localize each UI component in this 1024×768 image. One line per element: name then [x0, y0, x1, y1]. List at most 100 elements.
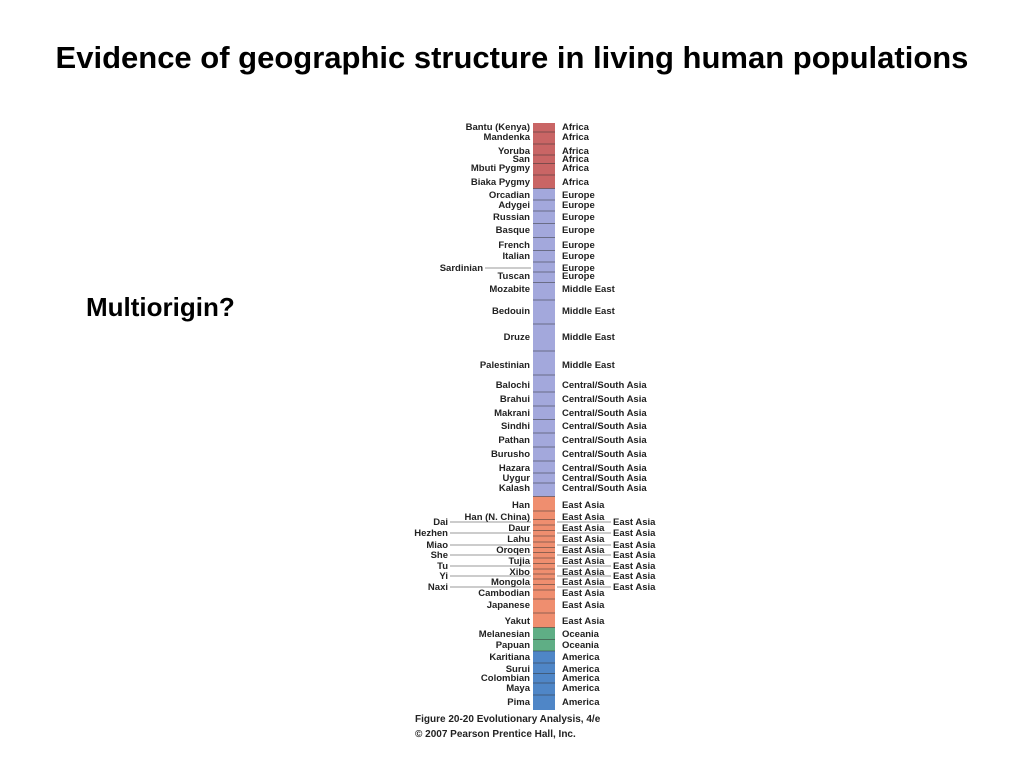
bar-segment-han-n-china: [533, 511, 555, 520]
bar-segment-mongola: [533, 579, 555, 585]
multiorigin-question: Multiorigin?: [86, 292, 235, 322]
region-label-colombian: America: [562, 673, 600, 684]
bar-segment-tuscan: [533, 272, 555, 283]
region-label-bedouin: Middle East: [562, 306, 616, 317]
population-label-yoruba: Yoruba: [498, 146, 531, 157]
population-label-bedouin: Bedouin: [492, 306, 530, 317]
bar-segment-oroqen: [533, 547, 555, 553]
population-label-biaka-pygmy: Biaka Pygmy: [471, 177, 531, 188]
population-label-she: She: [431, 550, 448, 561]
figure-copyright: © 2007 Pearson Prentice Hall, Inc.: [415, 729, 576, 740]
region-label-she: East Asia: [613, 550, 656, 561]
bar-segment-russian: [533, 211, 555, 224]
population-label-yakut: Yakut: [505, 616, 531, 627]
region-label-cambodian: East Asia: [562, 588, 605, 599]
bar-segment-druze: [533, 324, 555, 351]
population-label-bantu-kenya: Bantu (Kenya): [466, 122, 530, 133]
region-label-tu: East Asia: [613, 561, 656, 572]
population-label-tuscan: Tuscan: [497, 271, 530, 282]
bar-segment-japanese: [533, 599, 555, 613]
region-label-basque: Europe: [562, 225, 595, 236]
region-label-miao: East Asia: [613, 540, 656, 551]
region-label-surui: America: [562, 664, 600, 675]
bar-segment-uygur: [533, 473, 555, 483]
population-label-balochi: Balochi: [496, 380, 530, 391]
population-label-basque: Basque: [496, 225, 530, 236]
region-label-han: East Asia: [562, 500, 605, 511]
region-label-yakut: East Asia: [562, 616, 605, 627]
population-label-orcadian: Orcadian: [489, 190, 530, 201]
bar-segment-hazara: [533, 461, 555, 473]
population-label-mongola: Mongola: [491, 577, 531, 588]
slide-title: Evidence of geographic structure in livi…: [55, 40, 969, 75]
bar-segment-yi: [533, 574, 555, 579]
population-label-han: Han: [512, 500, 530, 511]
region-label-xibo: East Asia: [562, 567, 605, 578]
bar-segment-surui: [533, 663, 555, 674]
bar-segment-yakut: [533, 613, 555, 628]
region-label-naxi: East Asia: [613, 582, 656, 593]
population-label-makrani: Makrani: [494, 408, 530, 419]
population-label-cambodian: Cambodian: [478, 588, 530, 599]
population-label-italian: Italian: [503, 251, 531, 262]
population-label-han-n-china: Han (N. China): [465, 512, 530, 523]
bar-segment-burusho: [533, 447, 555, 461]
population-label-mbuti-pygmy: Mbuti Pygmy: [471, 163, 531, 174]
population-label-tujia: Tujia: [509, 556, 531, 567]
region-label-druze: Middle East: [562, 332, 616, 343]
bar-segment-sardinian: [533, 262, 555, 272]
region-label-mbuti-pygmy: Africa: [562, 163, 590, 174]
population-label-sindhi: Sindhi: [501, 421, 530, 432]
population-label-miao: Miao: [426, 540, 448, 551]
bar-segment-naxi: [533, 584, 555, 590]
region-label-karitiana: America: [562, 652, 600, 663]
bar-segment-xibo: [533, 569, 555, 574]
region-label-maya: America: [562, 683, 600, 694]
region-label-daur: East Asia: [562, 523, 605, 534]
region-label-pima: America: [562, 697, 600, 708]
bar-segment-brahui: [533, 392, 555, 406]
bar-segment-balochi: [533, 375, 555, 392]
region-label-sindhi: Central/South Asia: [562, 421, 647, 432]
bar-segment-makrani: [533, 406, 555, 420]
population-label-pathan: Pathan: [498, 435, 530, 446]
population-label-tu: Tu: [437, 561, 448, 572]
bar-segment-maya: [533, 683, 555, 695]
population-label-uygur: Uygur: [503, 473, 531, 484]
region-label-burusho: Central/South Asia: [562, 449, 647, 460]
population-label-oroqen: Oroqen: [496, 545, 530, 556]
bar-segment-hezhen: [533, 530, 555, 536]
region-label-oroqen: East Asia: [562, 545, 605, 556]
region-label-dai: East Asia: [613, 517, 656, 528]
population-label-maya: Maya: [506, 683, 530, 694]
bar-segment-sindhi: [533, 419, 555, 433]
structure-bar: [533, 123, 555, 710]
region-label-balochi: Central/South Asia: [562, 380, 647, 391]
population-label-lahu: Lahu: [507, 534, 530, 545]
bar-segment-han: [533, 496, 555, 511]
population-label-colombian: Colombian: [481, 673, 530, 684]
region-label-russian: Europe: [562, 212, 595, 223]
bar-segment-pathan: [533, 433, 555, 447]
region-label-hazara: Central/South Asia: [562, 463, 647, 474]
population-label-kalash: Kalash: [499, 483, 530, 494]
region-label-lahu: East Asia: [562, 534, 605, 545]
bar-segment-french: [533, 237, 555, 251]
region-label-mongola: East Asia: [562, 577, 605, 588]
region-label-italian: Europe: [562, 251, 595, 262]
region-label-san: Africa: [562, 154, 590, 165]
region-label-han-n-china: East Asia: [562, 512, 605, 523]
bar-segment-cambodian: [533, 590, 555, 599]
region-label-palestinian: Middle East: [562, 360, 616, 371]
bar-segment-orcadian: [533, 188, 555, 200]
bar-segment-basque: [533, 223, 555, 238]
bar-segment-mbuti-pygmy: [533, 163, 555, 175]
region-label-uygur: Central/South Asia: [562, 473, 647, 484]
population-label-hazara: Hazara: [499, 463, 531, 474]
bar-segment-karitiana: [533, 651, 555, 663]
region-label-bantu-kenya: Africa: [562, 122, 590, 133]
population-label-sardinian: Sardinian: [440, 263, 483, 274]
region-label-makrani: Central/South Asia: [562, 408, 647, 419]
region-label-mozabite: Middle East: [562, 284, 616, 295]
region-label-melanesian: Oceania: [562, 629, 600, 640]
